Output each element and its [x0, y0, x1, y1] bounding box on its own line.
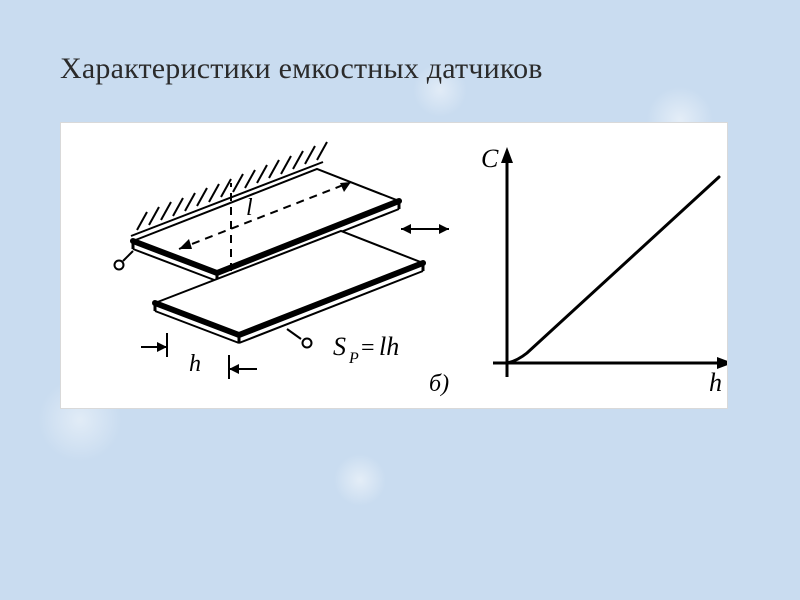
- svg-text:P: P: [348, 350, 359, 367]
- characteristic-curve: [507, 177, 719, 363]
- x-axis-label: h: [709, 368, 722, 397]
- page-title: Характеристики емкостных датчиков: [60, 52, 543, 86]
- y-axis-arrow: [501, 147, 513, 163]
- y-axis-label: C: [481, 144, 499, 173]
- formula: S P = lh: [333, 332, 399, 367]
- svg-text:S: S: [333, 332, 346, 361]
- chart-c-vs-h: C h: [481, 144, 727, 397]
- figure-container: l: [60, 122, 728, 409]
- subfigure-label: б): [429, 371, 449, 397]
- terminal-1: [115, 261, 124, 270]
- terminal-2: [303, 339, 312, 348]
- l-label: l: [246, 195, 253, 221]
- svg-text:=: =: [361, 335, 375, 361]
- motion-arrow: [401, 224, 449, 234]
- diagram-svg: l: [61, 123, 727, 408]
- h-label-left: h: [189, 351, 201, 377]
- svg-text:lh: lh: [379, 332, 399, 361]
